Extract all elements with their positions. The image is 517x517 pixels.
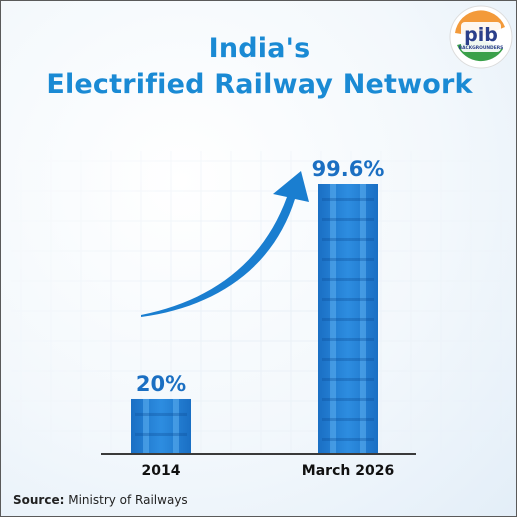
bar-2-rail-1 — [330, 184, 336, 453]
data-label-2: 99.6% — [312, 157, 385, 181]
bar-1 — [131, 398, 191, 453]
svg-text:pib: pib — [464, 24, 498, 46]
bar-2-sleeper — [322, 238, 374, 241]
bar-2-sleeper — [322, 418, 374, 421]
bar-2-sleeper — [322, 258, 374, 261]
bar-2-rail-2 — [360, 184, 366, 453]
x-tick-label-2: March 2026 — [302, 463, 394, 479]
chart-grid — [11, 151, 508, 453]
page-title-line2: Electrified Railway Network — [46, 69, 473, 100]
bar-2 — [318, 184, 378, 453]
bar-1-rail-1 — [143, 398, 149, 453]
bar-2-sleeper — [322, 398, 374, 401]
bar-1-sleeper — [135, 432, 187, 436]
data-label-1: 20% — [136, 372, 186, 396]
svg-text:BACKGROUNDERS: BACKGROUNDERS — [459, 45, 504, 51]
page-title-line1: India's — [208, 33, 311, 64]
source-note: Source: Ministry of Railways — [13, 493, 188, 507]
bar-1-sleeper — [135, 412, 187, 416]
bar-2-sleeper — [322, 278, 374, 281]
bar-2-sleeper — [322, 218, 374, 221]
bar-2-sleeper — [322, 298, 374, 301]
source-value: Ministry of Railways — [68, 493, 188, 507]
bar-2-sleeper — [322, 438, 374, 441]
bar-2-sleeper — [322, 378, 374, 381]
bar-2-sleeper — [322, 338, 374, 341]
bar-2-sleeper — [322, 318, 374, 321]
bar-2-sleeper — [322, 358, 374, 361]
x-tick-label-1: 2014 — [142, 463, 181, 479]
pib-logo: pib BACKGROUNDERS — [449, 5, 513, 69]
upward-arrow-annotation — [141, 171, 309, 317]
bar-2-sleeper — [322, 198, 374, 201]
bar-1-rail-2 — [173, 398, 179, 453]
source-label: Source: — [13, 493, 65, 507]
